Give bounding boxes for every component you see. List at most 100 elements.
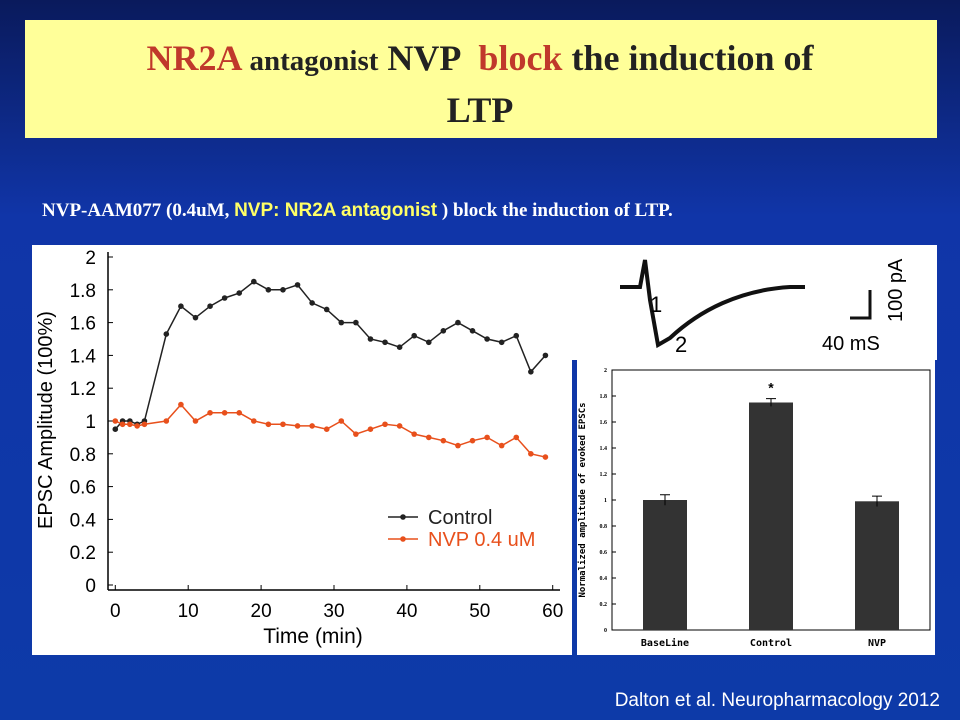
x-tick-label: 20 bbox=[251, 601, 272, 622]
data-point bbox=[112, 418, 119, 424]
legend-marker bbox=[400, 536, 406, 542]
data-point bbox=[469, 328, 476, 334]
y-tick-label: 0.6 bbox=[600, 550, 608, 556]
legend-label: Control bbox=[428, 507, 492, 529]
data-point bbox=[294, 423, 301, 429]
y-tick-label: 0 bbox=[604, 628, 607, 634]
x-axis-label: Time (min) bbox=[263, 625, 363, 648]
data-point bbox=[542, 352, 549, 359]
x-tick-label: 10 bbox=[178, 601, 199, 622]
data-point bbox=[119, 421, 126, 428]
data-point bbox=[309, 300, 315, 306]
data-point bbox=[528, 369, 534, 375]
y-tick-label: 1.2 bbox=[600, 472, 608, 478]
error-bar bbox=[766, 398, 776, 407]
error-bar bbox=[872, 495, 882, 507]
bar bbox=[855, 501, 899, 630]
data-point bbox=[207, 303, 213, 310]
data-point bbox=[484, 434, 490, 441]
data-point bbox=[265, 287, 272, 293]
data-point bbox=[251, 418, 257, 424]
y-tick-label: 1.4 bbox=[70, 346, 97, 367]
data-point bbox=[236, 290, 243, 296]
error-bar bbox=[660, 494, 670, 506]
y-tick-label: 1.4 bbox=[600, 446, 608, 452]
y-axis-label: EPSC Amplitude (100%) bbox=[35, 311, 57, 529]
title-part: the induction of bbox=[571, 38, 814, 78]
y-tick-label: 0.4 bbox=[70, 510, 97, 531]
data-point bbox=[338, 319, 345, 326]
data-point bbox=[163, 418, 170, 424]
data-point bbox=[367, 426, 374, 433]
data-point bbox=[236, 410, 243, 416]
data-point bbox=[382, 421, 388, 428]
data-point bbox=[542, 454, 549, 460]
data-point bbox=[207, 410, 213, 416]
data-point bbox=[280, 421, 286, 428]
title-part: block bbox=[478, 38, 562, 78]
data-point bbox=[469, 437, 476, 444]
data-point bbox=[498, 442, 505, 449]
data-point bbox=[265, 421, 272, 428]
inset-panel bbox=[572, 245, 937, 360]
x-tick-label: 0 bbox=[110, 601, 121, 622]
y-tick-label: 2 bbox=[604, 368, 607, 374]
data-point bbox=[294, 282, 301, 288]
inset-label: 40 mS bbox=[822, 333, 880, 355]
y-tick-label: 1.6 bbox=[600, 420, 608, 426]
x-tick-label: BaseLine bbox=[641, 637, 689, 649]
data-point bbox=[396, 423, 403, 429]
bar bbox=[749, 402, 793, 630]
y-tick-label: 0.8 bbox=[70, 445, 96, 466]
data-point bbox=[396, 344, 403, 351]
trace bbox=[620, 259, 805, 349]
data-point bbox=[411, 431, 417, 437]
citation: Dalton et al. Neuropharmacology 2012 bbox=[615, 690, 940, 711]
data-point bbox=[382, 339, 388, 346]
data-point bbox=[528, 451, 534, 457]
inset-label: 1 bbox=[650, 292, 662, 317]
legend-marker bbox=[400, 514, 406, 520]
data-point bbox=[484, 336, 490, 342]
data-point bbox=[425, 434, 432, 441]
x-tick-label: Control bbox=[750, 638, 792, 649]
data-point bbox=[280, 287, 286, 293]
data-point bbox=[141, 421, 148, 428]
x-tick-label: NVP bbox=[868, 638, 886, 649]
subtitle-part: NVP-AAM077 (0.4uM, bbox=[42, 200, 230, 221]
title-part: antagonist bbox=[250, 45, 379, 77]
data-point bbox=[455, 442, 461, 449]
data-point bbox=[425, 339, 432, 346]
data-point bbox=[513, 434, 520, 441]
y-axis-label: Normalized amplitude of evoked EPSCs bbox=[577, 402, 588, 597]
data-point bbox=[353, 319, 359, 326]
y-tick-label: 0 bbox=[85, 576, 96, 597]
subtitle-part: NVP: NR2A antagonist bbox=[234, 200, 438, 221]
data-point bbox=[411, 332, 417, 339]
y-tick-label: 0.2 bbox=[600, 602, 608, 608]
data-point bbox=[178, 303, 184, 310]
title-box bbox=[25, 20, 937, 138]
data-point bbox=[440, 328, 447, 334]
data-point bbox=[251, 278, 257, 285]
data-point bbox=[440, 437, 447, 444]
subtitle: NVP-AAM077 (0.4uM, NVP: NR2A antagonist … bbox=[42, 200, 673, 221]
y-tick-label: 0.4 bbox=[600, 576, 608, 582]
data-point bbox=[134, 423, 140, 429]
data-point bbox=[127, 421, 133, 428]
title-part: NVP bbox=[387, 38, 460, 78]
x-tick-label: 60 bbox=[542, 601, 563, 622]
data-point bbox=[221, 295, 228, 301]
y-tick-label: 0.6 bbox=[70, 478, 96, 499]
title-part: NR2A bbox=[146, 38, 242, 78]
x-tick-label: 30 bbox=[323, 601, 344, 622]
data-point bbox=[163, 331, 170, 337]
x-tick-label: 50 bbox=[469, 601, 490, 622]
data-point bbox=[353, 431, 359, 437]
data-point bbox=[455, 319, 461, 326]
legend-label: NVP 0.4 uM bbox=[428, 529, 535, 551]
scale-bar bbox=[850, 290, 872, 320]
y-tick-label: 1.2 bbox=[70, 379, 96, 400]
annotation: * bbox=[768, 380, 774, 396]
